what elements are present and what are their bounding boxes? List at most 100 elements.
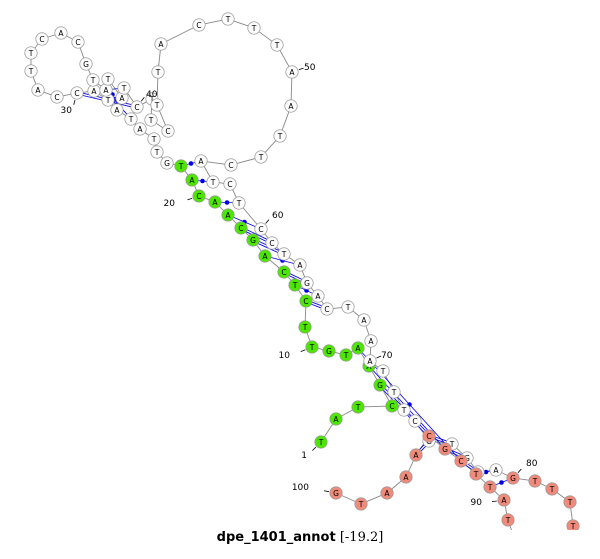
nucleotide-circle[interactable] xyxy=(224,158,238,172)
nucleotide-node[interactable]: C xyxy=(265,236,279,250)
nucleotide-circle[interactable] xyxy=(351,400,365,414)
nucleotide-node[interactable]: T xyxy=(151,65,165,79)
nucleotide-node[interactable]: T xyxy=(247,21,261,35)
nucleotide-node[interactable]: T xyxy=(351,400,365,414)
nucleotide-node[interactable]: C xyxy=(130,100,144,114)
nucleotide-node[interactable]: T xyxy=(354,497,368,511)
nucleotide-circle[interactable] xyxy=(311,289,325,303)
nucleotide-node[interactable]: A xyxy=(351,341,365,355)
nucleotide-circle[interactable] xyxy=(320,302,334,316)
nucleotide-circle[interactable] xyxy=(154,37,168,51)
nucleotide-node[interactable]: T xyxy=(144,113,158,127)
nucleotide-circle[interactable] xyxy=(71,35,85,49)
nucleotide-circle[interactable] xyxy=(528,474,542,488)
nucleotide-circle[interactable] xyxy=(150,145,164,159)
nucleotide-circle[interactable] xyxy=(99,83,113,97)
nucleotide-circle[interactable] xyxy=(438,442,452,456)
nucleotide-node[interactable]: C xyxy=(320,302,334,316)
nucleotide-node[interactable]: T xyxy=(221,12,235,26)
nucleotide-circle[interactable] xyxy=(232,196,246,210)
nucleotide-node[interactable]: G xyxy=(329,486,343,500)
nucleotide-circle[interactable] xyxy=(497,493,511,507)
nucleotide-circle[interactable] xyxy=(566,519,580,530)
nucleotide-node[interactable]: T xyxy=(24,64,38,78)
nucleotide-node[interactable]: T xyxy=(305,340,319,354)
nucleotide-node[interactable]: A xyxy=(284,99,298,113)
nucleotide-circle[interactable] xyxy=(387,385,401,399)
nucleotide-node[interactable]: C xyxy=(408,414,422,428)
nucleotide-circle[interactable] xyxy=(151,65,165,79)
nucleotide-circle[interactable] xyxy=(364,334,378,348)
nucleotide-node[interactable]: T xyxy=(206,175,220,189)
nucleotide-node[interactable]: A xyxy=(329,412,343,426)
nucleotide-circle[interactable] xyxy=(117,81,131,95)
nucleotide-circle[interactable] xyxy=(79,57,93,71)
nucleotide-node[interactable]: T xyxy=(339,348,353,362)
nucleotide-circle[interactable] xyxy=(354,497,368,511)
nucleotide-circle[interactable] xyxy=(221,208,235,222)
nucleotide-node[interactable]: A xyxy=(357,313,371,327)
nucleotide-circle[interactable] xyxy=(223,177,237,191)
nucleotide-circle[interactable] xyxy=(341,300,355,314)
nucleotide-node[interactable]: A xyxy=(293,258,307,272)
nucleotide-node[interactable]: T xyxy=(270,38,284,52)
nucleotide-circle[interactable] xyxy=(397,403,411,417)
nucleotide-circle[interactable] xyxy=(101,72,115,86)
nucleotide-node[interactable]: T xyxy=(545,482,559,496)
nucleotide-circle[interactable] xyxy=(409,448,423,462)
nucleotide-node[interactable]: T xyxy=(298,320,312,334)
nucleotide-circle[interactable] xyxy=(35,32,49,46)
nucleotide-circle[interactable] xyxy=(408,414,422,428)
nucleotide-circle[interactable] xyxy=(300,276,314,290)
nucleotide-node[interactable]: A xyxy=(258,249,272,263)
nucleotide-circle[interactable] xyxy=(174,159,188,173)
nucleotide-circle[interactable] xyxy=(86,73,100,87)
nucleotide-node[interactable]: T xyxy=(150,145,164,159)
nucleotide-circle[interactable] xyxy=(221,12,235,26)
nucleotide-node[interactable]: T xyxy=(341,300,355,314)
nucleotide-circle[interactable] xyxy=(270,38,284,52)
nucleotide-node[interactable]: T xyxy=(376,364,390,378)
nucleotide-circle[interactable] xyxy=(305,340,319,354)
nucleotide-node[interactable]: C xyxy=(254,222,268,236)
nucleotide-circle[interactable] xyxy=(293,258,307,272)
nucleotide-circle[interactable] xyxy=(258,249,272,263)
nucleotide-node[interactable]: A xyxy=(154,37,168,51)
nucleotide-circle[interactable] xyxy=(385,399,399,413)
nucleotide-circle[interactable] xyxy=(185,173,199,187)
nucleotide-node[interactable]: C xyxy=(192,18,206,32)
nucleotide-node[interactable]: C xyxy=(385,399,399,413)
nucleotide-circle[interactable] xyxy=(399,470,413,484)
nucleotide-node[interactable]: A xyxy=(133,122,147,136)
nucleotide-circle[interactable] xyxy=(110,103,124,117)
nucleotide-circle[interactable] xyxy=(273,129,287,143)
nucleotide-circle[interactable] xyxy=(489,463,503,477)
nucleotide-circle[interactable] xyxy=(322,344,336,358)
nucleotide-node[interactable]: C xyxy=(277,265,291,279)
nucleotide-circle[interactable] xyxy=(288,278,302,292)
nucleotide-circle[interactable] xyxy=(265,236,279,250)
nucleotide-node[interactable]: A xyxy=(364,334,378,348)
nucleotide-node[interactable]: T xyxy=(314,435,328,449)
nucleotide-node[interactable]: A xyxy=(285,65,299,79)
nucleotide-node[interactable]: C xyxy=(299,294,313,308)
nucleotide-node[interactable]: T xyxy=(254,150,268,164)
nucleotide-node[interactable]: A xyxy=(87,84,101,98)
nucleotide-circle[interactable] xyxy=(130,100,144,114)
nucleotide-node[interactable]: C xyxy=(224,158,238,172)
nucleotide-circle[interactable] xyxy=(24,64,38,78)
nucleotide-node[interactable]: G xyxy=(300,276,314,290)
nucleotide-circle[interactable] xyxy=(563,495,577,509)
nucleotide-node[interactable]: T xyxy=(387,385,401,399)
nucleotide-circle[interactable] xyxy=(24,46,38,60)
nucleotide-node[interactable]: C xyxy=(223,177,237,191)
nucleotide-circle[interactable] xyxy=(299,294,313,308)
nucleotide-circle[interactable] xyxy=(133,122,147,136)
nucleotide-node[interactable]: T xyxy=(397,403,411,417)
nucleotide-circle[interactable] xyxy=(150,98,164,112)
nucleotide-node[interactable]: C xyxy=(234,221,248,235)
nucleotide-circle[interactable] xyxy=(277,247,291,261)
nucleotide-node[interactable]: A xyxy=(363,354,377,368)
nucleotide-circle[interactable] xyxy=(234,221,248,235)
nucleotide-node[interactable]: G xyxy=(160,156,174,170)
